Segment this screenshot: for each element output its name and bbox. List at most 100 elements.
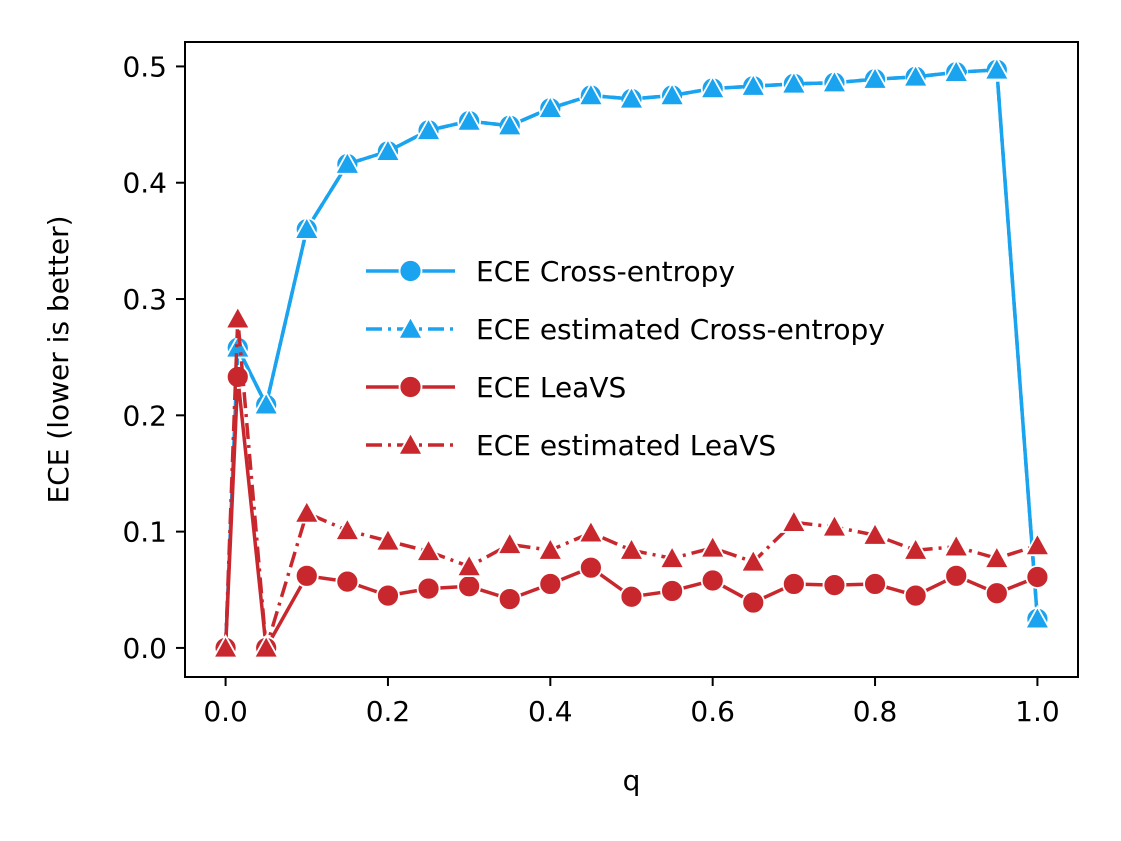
data-point [577, 81, 605, 106]
legend-item: ECE Cross-entropy [366, 255, 735, 288]
data-point [617, 536, 646, 561]
legend-marker [398, 259, 423, 283]
y-tick-label: 0.2 [122, 399, 167, 432]
data-point [942, 58, 970, 83]
y-axis: 0.0 0.1 0.2 0.3 0.4 0.5 [122, 50, 185, 665]
data-point [212, 634, 240, 659]
legend-label: ECE Cross-entropy [476, 255, 735, 288]
data-point [294, 563, 319, 588]
data-point [415, 116, 443, 141]
data-point [942, 532, 970, 558]
data-point [780, 70, 808, 95]
data-point [457, 574, 482, 599]
data-point [739, 72, 767, 97]
data-point [902, 536, 930, 561]
data-point [983, 544, 1011, 569]
data-point [1025, 565, 1050, 589]
data-point [903, 583, 928, 608]
data-point [455, 552, 483, 578]
x-tick-label: 0.8 [853, 695, 898, 728]
y-tick-label: 0.1 [122, 516, 167, 549]
data-point [780, 508, 808, 533]
data-point [699, 534, 727, 559]
data-point [536, 536, 564, 561]
y-tick-label: 0.5 [122, 50, 167, 83]
data-point [252, 634, 280, 659]
legend-marker [398, 375, 423, 399]
data-point [496, 530, 524, 555]
series-line [223, 375, 1039, 650]
data-point [944, 563, 969, 588]
data-point [617, 85, 646, 110]
legend-label: ECE estimated LeaVS [476, 429, 776, 462]
data-point [376, 583, 400, 608]
data-point [333, 516, 361, 541]
data-point [658, 544, 686, 569]
data-point [455, 107, 483, 132]
data-point [660, 579, 684, 603]
data-point [984, 581, 1009, 606]
series-4 [212, 304, 1051, 659]
data-point [333, 150, 361, 175]
data-point [781, 572, 806, 596]
data-point [335, 569, 360, 594]
x-tick-label: 0.2 [366, 695, 411, 728]
legend-item: ECE estimated LeaVS [366, 429, 776, 462]
plot-frame [184, 41, 1079, 678]
series-layer [212, 56, 1051, 660]
data-point [658, 81, 686, 106]
legend-label: ECE estimated Cross-entropy [476, 313, 885, 346]
y-tick-label: 0.0 [122, 632, 167, 665]
y-axis-label: ECE (lower is better) [42, 215, 75, 503]
data-point [861, 521, 889, 546]
data-point [224, 304, 252, 330]
legend: ECE Cross-entropy ECE estimated Cross-ent… [366, 255, 885, 462]
data-point [741, 590, 766, 615]
data-point [374, 527, 402, 552]
data-point [536, 94, 564, 119]
series-line [223, 317, 1038, 650]
x-tick-label: 0.0 [203, 695, 248, 728]
data-point [538, 572, 563, 596]
y-tick-label: 0.4 [122, 167, 167, 200]
data-point [579, 555, 603, 580]
y-tick-label: 0.3 [122, 283, 167, 316]
data-point [700, 568, 725, 593]
series-2 [212, 56, 1051, 659]
legend-marker [396, 431, 425, 456]
data-point [820, 68, 848, 94]
data-point [252, 391, 280, 416]
x-tick-label: 1.0 [1015, 695, 1060, 728]
data-point [293, 215, 321, 240]
data-point [416, 576, 441, 601]
x-axis-label: q [623, 764, 641, 797]
data-point [1023, 604, 1051, 630]
legend-item: ECE LeaVS [366, 371, 626, 404]
legend-item: ECE estimated Cross-entropy [366, 313, 885, 346]
data-point [497, 587, 522, 611]
data-point [699, 74, 727, 100]
data-point [861, 65, 889, 90]
data-point [739, 548, 767, 573]
data-point [415, 537, 443, 562]
data-point [293, 499, 321, 524]
data-point [496, 111, 524, 137]
series-line [223, 68, 1040, 648]
data-point [374, 137, 402, 162]
data-point [225, 365, 250, 389]
x-tick-label: 0.6 [690, 695, 735, 728]
data-point [863, 572, 887, 596]
data-point [983, 56, 1011, 81]
data-point [1023, 531, 1051, 557]
data-point [577, 518, 605, 544]
x-axis: 0.0 0.2 0.4 0.6 0.8 1.0 [203, 677, 1060, 728]
legend-label: ECE LeaVS [476, 371, 626, 404]
legend-marker [396, 315, 425, 340]
data-point [619, 584, 644, 609]
data-point [902, 63, 930, 88]
x-tick-label: 0.4 [528, 695, 573, 728]
data-point [820, 513, 848, 538]
data-point [822, 573, 847, 598]
